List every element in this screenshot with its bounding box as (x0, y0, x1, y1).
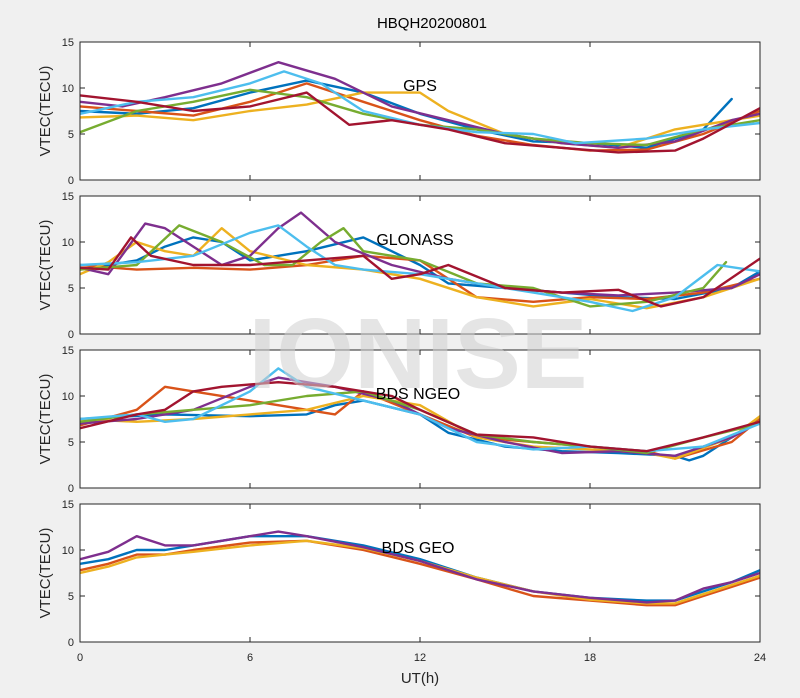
panel-annotation: GLONASS (376, 232, 453, 249)
series-line-2 (80, 82, 760, 152)
series-line-1 (80, 399, 760, 462)
y-tick-label: 0 (68, 329, 74, 341)
series-group (80, 211, 760, 313)
series-line-7 (80, 381, 760, 453)
y-tick-label: 10 (62, 391, 74, 403)
panel-annotation: BDS GEO (382, 540, 455, 557)
chart-title: HBQH20200801 (377, 15, 487, 32)
y-tick-label: 15 (62, 345, 74, 357)
x-tick-label: 0 (77, 652, 83, 664)
series-line-5 (80, 224, 728, 308)
y-tick-label: 0 (68, 175, 74, 187)
panel-2: 0 5 10 15 VTEC(TECU) GLONASS (37, 191, 761, 341)
panel-4: 0 5 10 15 0 6 12 18 24 VTEC(TECU) BDS GEO (37, 499, 766, 664)
series-group (80, 367, 760, 462)
series-line-4 (80, 61, 760, 149)
y-tick-label: 15 (62, 499, 74, 511)
x-tick-label: 24 (754, 652, 766, 664)
y-tick-label: 15 (62, 37, 74, 49)
plot-area (80, 504, 760, 642)
x-axis-label: UT(h) (401, 670, 439, 687)
y-tick-label: 10 (62, 545, 74, 557)
y-axis-label: VTEC(TECU) (37, 374, 54, 465)
y-tick-label: 5 (68, 591, 74, 603)
y-axis-label: VTEC(TECU) (37, 66, 54, 157)
y-tick-label: 15 (62, 191, 74, 203)
y-tick-label: 10 (62, 237, 74, 249)
y-tick-label: 0 (68, 637, 74, 649)
series-line-7 (80, 91, 760, 154)
x-tick-label: 6 (247, 652, 253, 664)
panel-3: 0 5 10 15 VTEC(TECU) BDS NGEO (37, 345, 761, 495)
series-group (80, 530, 760, 607)
watermark: IONISE (249, 298, 588, 410)
y-tick-label: 0 (68, 483, 74, 495)
panel-1: 0 5 10 15 VTEC(TECU) GPS (37, 37, 761, 187)
y-tick-label: 5 (68, 129, 74, 141)
series-line-7 (80, 236, 760, 308)
y-tick-label: 5 (68, 283, 74, 295)
plot-area (80, 42, 760, 180)
panel-annotation: GPS (403, 78, 437, 95)
y-axis-label: VTEC(TECU) (37, 220, 54, 311)
series-line-4 (80, 211, 760, 297)
series-line-6 (80, 70, 760, 145)
series-group (80, 61, 760, 154)
y-axis-label: VTEC(TECU) (37, 528, 54, 619)
y-tick-label: 5 (68, 437, 74, 449)
panel-annotation: BDS NGEO (376, 386, 460, 403)
y-tick-label: 10 (62, 83, 74, 95)
panels: 0 5 10 15 VTEC(TECU) GPS 0 5 10 15 VTEC(TECU) GLONA… (37, 37, 766, 664)
series-line-4 (80, 530, 760, 604)
x-tick-label: 12 (414, 652, 426, 664)
x-tick-label: 18 (584, 652, 596, 664)
